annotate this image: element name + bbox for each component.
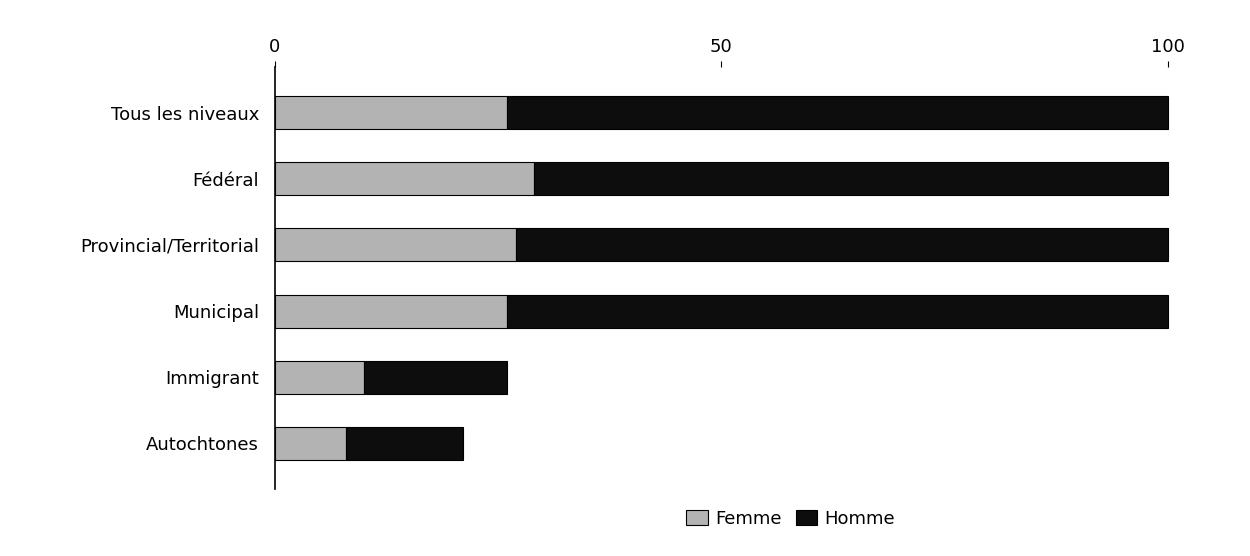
- Bar: [508, 295, 1168, 327]
- Bar: [275, 295, 508, 327]
- Bar: [516, 229, 1168, 261]
- Bar: [346, 426, 462, 460]
- Bar: [534, 162, 1168, 196]
- Bar: [275, 96, 508, 130]
- Bar: [275, 360, 364, 394]
- Legend: Femme, Homme: Femme, Homme: [679, 503, 902, 535]
- Bar: [275, 162, 534, 196]
- Bar: [508, 96, 1168, 130]
- Bar: [275, 426, 346, 460]
- Bar: [364, 360, 508, 394]
- Bar: [275, 229, 516, 261]
